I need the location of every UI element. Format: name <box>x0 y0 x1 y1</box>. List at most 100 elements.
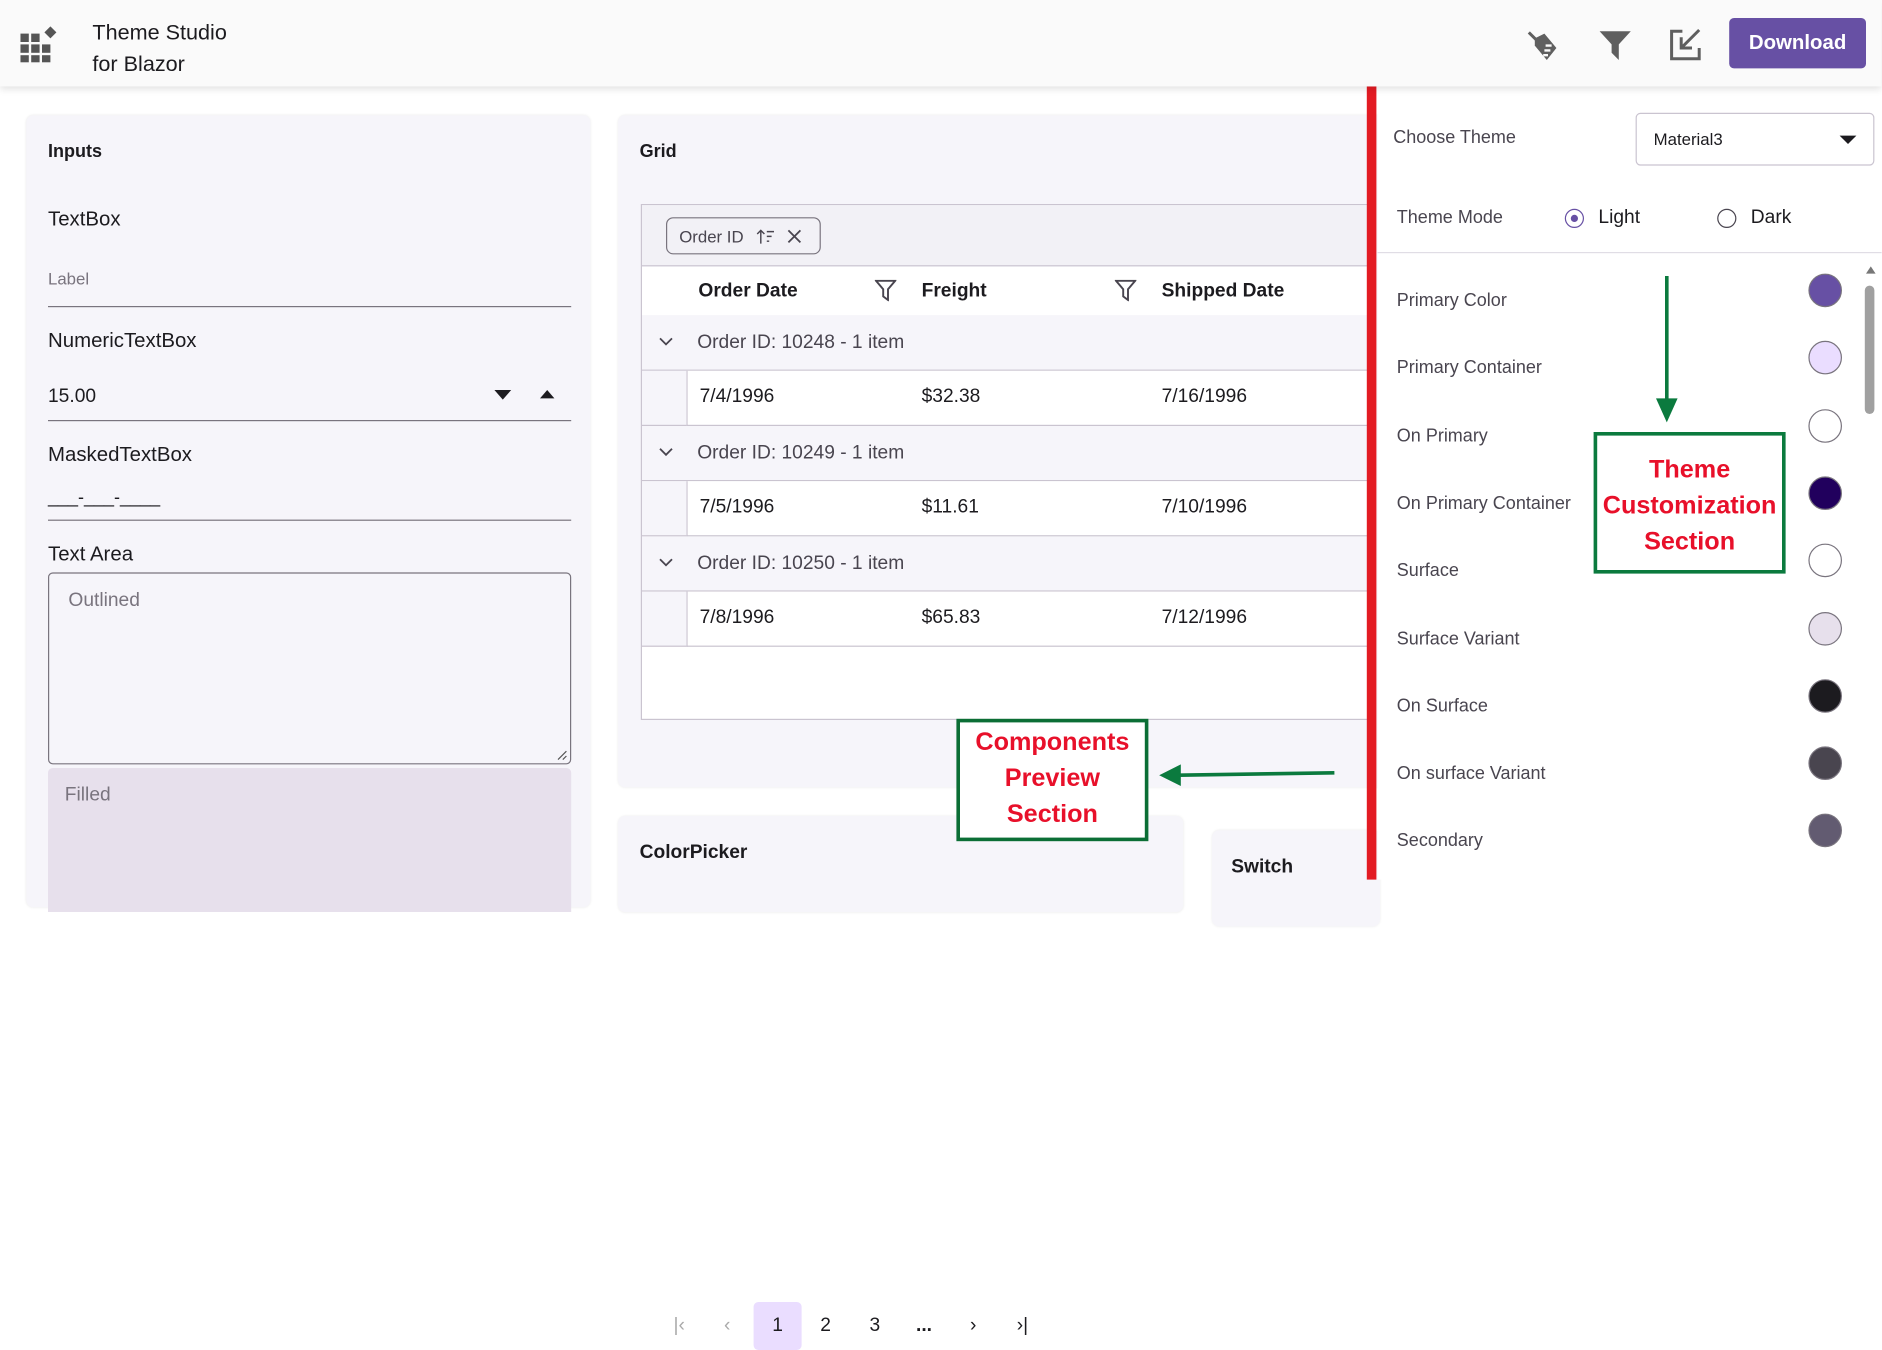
panel-divider <box>1377 252 1882 254</box>
color-label: Surface <box>1396 560 1459 582</box>
sort-ascending-icon[interactable] <box>756 227 775 244</box>
masked-input[interactable]: ___-___-____ <box>48 487 161 508</box>
color-swatch[interactable] <box>1808 543 1843 578</box>
table-row[interactable]: 7/4/1996 $32.38 7/16/1996 <box>686 370 1371 427</box>
chevron-down-icon[interactable] <box>659 448 673 458</box>
column-header-freight[interactable]: Freight <box>921 280 987 302</box>
chevron-down-icon[interactable] <box>659 337 673 347</box>
cell-order-date: 7/5/1996 <box>699 496 775 518</box>
resize-handle-icon[interactable] <box>557 750 568 761</box>
first-page-icon[interactable]: |‹ <box>673 1315 685 1336</box>
radio-light[interactable]: Light <box>1564 207 1641 230</box>
next-page-icon[interactable]: › <box>969 1315 977 1336</box>
grid-title: Grid <box>639 141 677 162</box>
column-header-shipped-date[interactable]: Shipped Date <box>1161 280 1285 302</box>
annotation-line: Section <box>1006 800 1098 829</box>
grid-header-row: Order Date Freight Shipped Date <box>642 266 1370 317</box>
chevron-down-icon[interactable] <box>659 558 673 568</box>
textbox-underline <box>48 306 572 308</box>
inputs-title: Inputs <box>48 141 103 162</box>
scrollbar[interactable] <box>1862 266 1879 879</box>
group-chip-order-id[interactable]: Order ID <box>666 217 821 255</box>
theme-mode-label: Theme Mode <box>1396 207 1503 229</box>
page-2[interactable]: 2 <box>820 1315 831 1336</box>
radio-dark[interactable]: Dark <box>1717 208 1791 230</box>
last-page-icon[interactable]: ›| <box>1016 1315 1029 1336</box>
color-swatch[interactable] <box>1808 746 1843 781</box>
color-swatch[interactable] <box>1808 273 1843 308</box>
indent-cell <box>642 591 687 647</box>
indent-cell <box>642 370 687 427</box>
switch-card: Switch <box>1212 830 1380 927</box>
theme-dropdown-value: Material3 <box>1653 129 1723 149</box>
masked-underline <box>48 519 572 521</box>
color-swatch[interactable] <box>1808 814 1843 848</box>
filter-icon[interactable] <box>1114 279 1137 302</box>
page-3[interactable]: 3 <box>869 1315 881 1336</box>
color-label: On Primary <box>1396 425 1488 446</box>
data-grid: Order ID Order Date Freight Shipped Date… <box>640 204 1371 1350</box>
spin-down-icon[interactable] <box>494 390 512 400</box>
radio-dark-label: Dark <box>1750 207 1792 229</box>
spin-up-icon[interactable] <box>540 390 555 399</box>
filter-icon[interactable] <box>874 279 897 302</box>
scrollbar-thumb[interactable] <box>1864 285 1875 415</box>
table-row[interactable]: 7/5/1996 $11.61 7/10/1996 <box>686 481 1371 537</box>
filled-textarea[interactable]: Filled <box>48 768 572 913</box>
group-caption-row[interactable]: Order ID: 10249 - 1 item <box>642 426 1370 482</box>
section-divider <box>1366 86 1377 880</box>
table-row[interactable]: 7/8/1996 $65.83 7/12/1996 <box>686 591 1371 647</box>
annotation-line: Section <box>1644 528 1736 556</box>
app-grid-icon[interactable] <box>20 26 58 63</box>
components-preview-annotation: Components Preview Section <box>956 718 1149 842</box>
choose-theme-label: Choose Theme <box>1393 127 1516 148</box>
group-drop-area: Order ID <box>642 205 1370 267</box>
filter-icon[interactable] <box>1597 26 1633 62</box>
brush-icon[interactable] <box>1525 26 1561 62</box>
color-swatch[interactable] <box>1808 408 1843 443</box>
radio-unchecked-icon <box>1717 208 1737 229</box>
title-line-1: Theme Studio <box>92 20 227 45</box>
prev-page-icon[interactable]: ‹ <box>723 1315 731 1336</box>
annotation-line: Theme <box>1648 456 1731 484</box>
textbox-input[interactable]: Label <box>48 268 90 288</box>
outlined-textarea[interactable]: Outlined <box>48 572 572 765</box>
color-label: On surface Variant <box>1396 763 1546 784</box>
radio-light-label: Light <box>1598 207 1641 229</box>
color-label: Primary Container <box>1396 357 1542 379</box>
download-button[interactable]: Download <box>1729 18 1867 69</box>
cell-shipped-date: 7/10/1996 <box>1161 496 1248 518</box>
switch-title: Switch <box>1231 856 1294 878</box>
column-header-order-date[interactable]: Order Date <box>698 280 798 302</box>
color-label: On Surface <box>1396 695 1488 717</box>
group-caption-row[interactable]: Order ID: 10250 - 1 item <box>642 536 1370 592</box>
cell-freight: $11.61 <box>921 496 979 518</box>
color-label: On Primary Container <box>1396 493 1571 514</box>
radio-checked-icon <box>1564 208 1585 229</box>
textbox-label: TextBox <box>48 207 121 231</box>
cell-freight: $32.38 <box>921 386 981 407</box>
annotation-line: Components <box>975 728 1130 756</box>
color-swatch[interactable] <box>1808 678 1843 713</box>
color-swatch[interactable] <box>1808 476 1843 510</box>
close-icon[interactable] <box>787 229 801 243</box>
scroll-up-icon[interactable] <box>1866 266 1876 274</box>
app-title: Theme Studio for Blazor <box>92 17 226 79</box>
page-more[interactable]: ... <box>915 1315 933 1336</box>
group-caption-row[interactable]: Order ID: 10248 - 1 item <box>642 315 1370 371</box>
annotation-line: Customization <box>1602 492 1777 520</box>
theme-dropdown[interactable]: Material3 <box>1635 112 1875 166</box>
import-icon[interactable] <box>1668 26 1704 62</box>
cell-shipped-date: 7/12/1996 <box>1161 607 1248 628</box>
inputs-card: Inputs TextBox Label NumericTextBox 15.0… <box>26 115 591 913</box>
group-caption: Order ID: 10249 - 1 item <box>697 442 905 464</box>
color-swatch[interactable] <box>1808 341 1843 375</box>
indent-cell <box>642 481 687 537</box>
numeric-input[interactable]: 15.00 <box>48 386 97 407</box>
cell-freight: $65.83 <box>921 607 981 628</box>
page-1[interactable]: 1 <box>753 1302 802 1350</box>
filled-placeholder: Filled <box>64 784 111 806</box>
outlined-placeholder: Outlined <box>68 590 140 611</box>
masked-label: MaskedTextBox <box>48 442 192 466</box>
color-swatch[interactable] <box>1808 611 1843 645</box>
